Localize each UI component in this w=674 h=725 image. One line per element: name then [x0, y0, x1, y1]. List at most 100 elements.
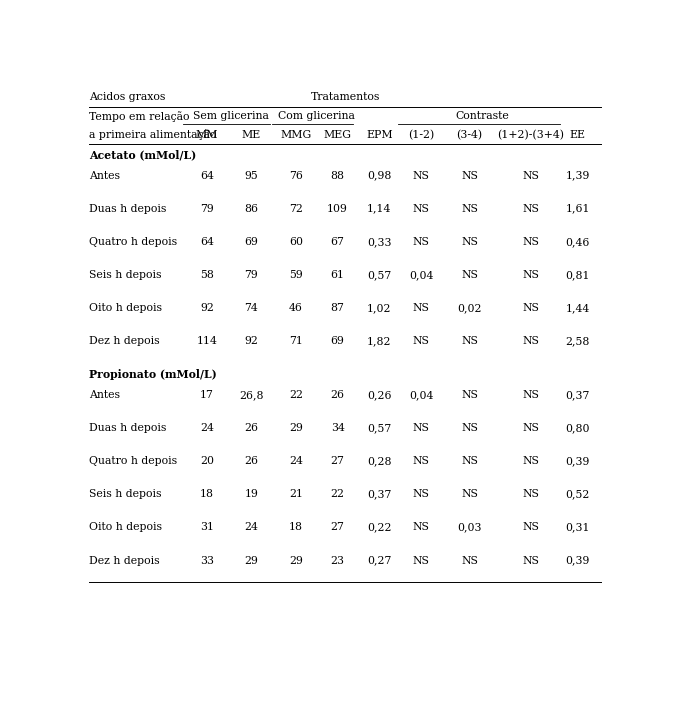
Text: NS: NS — [461, 270, 478, 280]
Text: 87: 87 — [331, 303, 344, 313]
Text: NS: NS — [412, 523, 429, 532]
Text: 0,81: 0,81 — [565, 270, 590, 280]
Text: NS: NS — [522, 489, 539, 500]
Text: 0,02: 0,02 — [457, 303, 482, 313]
Text: NS: NS — [522, 423, 539, 433]
Text: EPM: EPM — [366, 130, 393, 140]
Text: Dez h depois: Dez h depois — [90, 555, 160, 566]
Text: Antes: Antes — [90, 170, 121, 181]
Text: Tratamentos: Tratamentos — [311, 92, 380, 102]
Text: NS: NS — [461, 555, 478, 566]
Text: 0,31: 0,31 — [565, 523, 590, 532]
Text: 1,02: 1,02 — [367, 303, 392, 313]
Text: Contraste: Contraste — [456, 111, 510, 121]
Text: 72: 72 — [289, 204, 303, 214]
Text: 0,26: 0,26 — [367, 390, 392, 400]
Text: 27: 27 — [331, 523, 344, 532]
Text: Quatro h depois: Quatro h depois — [90, 456, 177, 466]
Text: 21: 21 — [288, 489, 303, 500]
Text: 31: 31 — [200, 523, 214, 532]
Text: 109: 109 — [327, 204, 348, 214]
Text: 1,39: 1,39 — [565, 170, 590, 181]
Text: Duas h depois: Duas h depois — [90, 204, 167, 214]
Text: 0,57: 0,57 — [367, 423, 392, 433]
Text: 69: 69 — [331, 336, 344, 346]
Text: NS: NS — [412, 456, 429, 466]
Text: 0,27: 0,27 — [367, 555, 392, 566]
Text: 76: 76 — [289, 170, 303, 181]
Text: Seis h depois: Seis h depois — [90, 270, 162, 280]
Text: 0,52: 0,52 — [565, 489, 590, 500]
Text: MEG: MEG — [324, 130, 352, 140]
Text: 19: 19 — [245, 489, 258, 500]
Text: 79: 79 — [245, 270, 258, 280]
Text: 29: 29 — [245, 555, 258, 566]
Text: (3-4): (3-4) — [456, 130, 483, 140]
Text: NS: NS — [522, 390, 539, 400]
Text: a primeira alimentação: a primeira alimentação — [90, 129, 217, 140]
Text: NS: NS — [461, 237, 478, 247]
Text: 0,37: 0,37 — [565, 390, 590, 400]
Text: 92: 92 — [200, 303, 214, 313]
Text: 59: 59 — [289, 270, 303, 280]
Text: 2,58: 2,58 — [565, 336, 590, 346]
Text: 0,46: 0,46 — [565, 237, 590, 247]
Text: 88: 88 — [330, 170, 344, 181]
Text: Dez h depois: Dez h depois — [90, 336, 160, 346]
Text: NS: NS — [461, 489, 478, 500]
Text: NS: NS — [522, 170, 539, 181]
Text: 58: 58 — [200, 270, 214, 280]
Text: NS: NS — [522, 336, 539, 346]
Text: 0,98: 0,98 — [367, 170, 392, 181]
Text: 29: 29 — [289, 555, 303, 566]
Text: 0,03: 0,03 — [457, 523, 482, 532]
Text: 22: 22 — [330, 489, 344, 500]
Text: MM: MM — [195, 130, 218, 140]
Text: Com glicerina: Com glicerina — [278, 111, 355, 121]
Text: 0,39: 0,39 — [565, 555, 590, 566]
Text: Tempo em relação: Tempo em relação — [90, 111, 190, 122]
Text: 20: 20 — [200, 456, 214, 466]
Text: Propionato (mMol/L): Propionato (mMol/L) — [90, 369, 217, 380]
Text: 18: 18 — [200, 489, 214, 500]
Text: NS: NS — [461, 390, 478, 400]
Text: Oito h depois: Oito h depois — [90, 523, 162, 532]
Text: NS: NS — [522, 456, 539, 466]
Text: 29: 29 — [289, 423, 303, 433]
Text: 24: 24 — [289, 456, 303, 466]
Text: 1,82: 1,82 — [367, 336, 392, 346]
Text: 26,8: 26,8 — [239, 390, 264, 400]
Text: 69: 69 — [245, 237, 258, 247]
Text: 0,39: 0,39 — [565, 456, 590, 466]
Text: NS: NS — [522, 270, 539, 280]
Text: 0,37: 0,37 — [367, 489, 392, 500]
Text: 0,22: 0,22 — [367, 523, 392, 532]
Text: 34: 34 — [331, 423, 344, 433]
Text: Acetato (mMol/L): Acetato (mMol/L) — [90, 149, 197, 160]
Text: 74: 74 — [245, 303, 258, 313]
Text: 60: 60 — [288, 237, 303, 247]
Text: 1,61: 1,61 — [565, 204, 590, 214]
Text: 27: 27 — [331, 456, 344, 466]
Text: NS: NS — [412, 336, 429, 346]
Text: NS: NS — [412, 423, 429, 433]
Text: 92: 92 — [245, 336, 258, 346]
Text: NS: NS — [522, 555, 539, 566]
Text: 24: 24 — [200, 423, 214, 433]
Text: 79: 79 — [200, 204, 214, 214]
Text: 26: 26 — [245, 423, 258, 433]
Text: 23: 23 — [330, 555, 344, 566]
Text: Sem glicerina: Sem glicerina — [193, 111, 268, 121]
Text: 0,04: 0,04 — [409, 390, 433, 400]
Text: 61: 61 — [330, 270, 344, 280]
Text: 86: 86 — [245, 204, 258, 214]
Text: Acidos graxos: Acidos graxos — [90, 92, 166, 102]
Text: 33: 33 — [200, 555, 214, 566]
Text: NS: NS — [412, 489, 429, 500]
Text: Duas h depois: Duas h depois — [90, 423, 167, 433]
Text: 64: 64 — [200, 170, 214, 181]
Text: (1-2): (1-2) — [408, 130, 434, 140]
Text: (1+2)-(3+4): (1+2)-(3+4) — [497, 130, 564, 140]
Text: 1,44: 1,44 — [565, 303, 590, 313]
Text: NS: NS — [461, 336, 478, 346]
